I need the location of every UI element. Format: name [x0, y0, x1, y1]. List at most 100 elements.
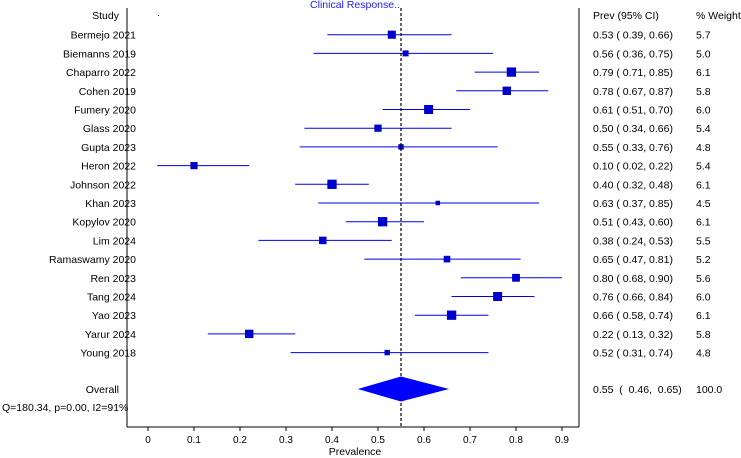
study-label: Young 2018 — [80, 348, 136, 360]
weight-text: 6.0 — [696, 105, 711, 117]
study-label: Ren 2023 — [90, 273, 136, 285]
ci-text: 0.53 ( 0.39, 0.66) — [593, 30, 673, 42]
weight-text: 6.1 — [696, 67, 711, 79]
heterogeneity-text: Q=180.34, p=0.00, I2=91% — [2, 402, 128, 414]
ci-text: 0.55 ( 0.33, 0.76) — [593, 142, 673, 154]
study-label: Fumery 2020 — [74, 105, 136, 117]
weight-text: 5.0 — [696, 48, 711, 60]
point-estimate-marker — [319, 236, 327, 245]
study-markers — [190, 30, 520, 356]
ci-text: 0.80 ( 0.68, 0.90) — [593, 273, 673, 285]
weight-text: 5.7 — [696, 30, 711, 42]
chart-title: Clinical Response.. — [310, 0, 400, 11]
weight-text: 6.1 — [696, 310, 711, 322]
overall-weight-text: 100.0 — [696, 384, 722, 396]
point-estimate-marker — [377, 217, 388, 227]
ci-text: 0.40 ( 0.32, 0.48) — [593, 179, 673, 191]
study-label: Kopylov 2020 — [72, 217, 136, 229]
study-labels: Bermejo 2021 Biemanns 2019 Chaparro 2022 Co… — [49, 30, 136, 360]
study-label: Yarur 2024 — [85, 329, 136, 341]
ci-text: 0.52 ( 0.31, 0.74) — [593, 348, 673, 360]
study-label: Gupta 2023 — [81, 142, 136, 154]
x-tick-label: 0.3 — [279, 435, 293, 446]
weight-text: 5.2 — [696, 254, 711, 266]
ci-texts: 0.53 ( 0.39, 0.66) 0.56 ( 0.36, 0.75) 0.79… — [593, 30, 673, 360]
ci-text: 0.51 ( 0.43, 0.60) — [593, 217, 673, 229]
point-estimate-marker — [374, 124, 382, 132]
point-estimate-marker — [493, 292, 503, 301]
ci-text: 0.66 ( 0.58, 0.74) — [593, 310, 673, 322]
point-estimate-marker — [424, 105, 434, 114]
study-label: Glass 2020 — [83, 123, 136, 135]
point-estimate-marker — [502, 86, 511, 95]
ci-text: 0.56 ( 0.36, 0.75) — [593, 48, 673, 60]
weight-text: 5.6 — [696, 273, 711, 285]
weight-texts: 5.7 5.0 6.1 5.8 6.0 5.4 4.8 5.4 6.1 4.5 6.1 5.5 5.2 5… — [696, 30, 711, 360]
study-label: Cohen 2019 — [79, 86, 136, 98]
study-label: Johnson 2022 — [70, 179, 136, 191]
weight-text: 5.8 — [696, 329, 711, 341]
weight-text: 4.8 — [696, 348, 711, 360]
x-tick-label: 0.1 — [187, 435, 201, 446]
study-label: Heron 2022 — [81, 161, 136, 173]
point-estimate-marker — [384, 349, 390, 356]
point-estimate-marker — [245, 329, 254, 339]
point-estimate-marker — [435, 200, 441, 206]
x-tick-label: 0.4 — [325, 435, 339, 446]
x-axis-label: Prevalence — [329, 446, 382, 458]
ci-text: 0.79 ( 0.71, 0.85) — [593, 67, 673, 79]
weight-text: 4.8 — [696, 142, 711, 154]
study-label: Lim 2024 — [93, 235, 136, 247]
ci-text: 0.22 ( 0.13, 0.32) — [593, 329, 673, 341]
x-axis: 0 0.1 0.2 0.3 0.4 0.5 0.6 0.7 0.8 0.9 — [127, 426, 579, 446]
point-estimate-marker — [398, 144, 404, 150]
ci-header: Prev (95% CI) — [593, 10, 659, 22]
weight-text: 5.8 — [696, 86, 711, 98]
point-estimate-marker — [402, 50, 409, 57]
x-tick-label: 0.5 — [371, 435, 385, 446]
x-tick-label: 0.9 — [555, 435, 569, 446]
tiny-dot-marker — [158, 15, 159, 16]
ci-text: 0.65 ( 0.47, 0.81) — [593, 254, 673, 266]
point-estimate-marker — [190, 162, 198, 170]
weight-text: 5.4 — [696, 161, 711, 173]
study-label: Chaparro 2022 — [66, 67, 136, 79]
ci-text: 0.78 ( 0.67, 0.87) — [593, 86, 673, 98]
study-label: Biemanns 2019 — [63, 48, 136, 60]
x-tick-label: 0.7 — [463, 435, 477, 446]
confidence-intervals — [157, 34, 562, 354]
ci-text: 0.61 ( 0.51, 0.70) — [593, 105, 673, 117]
study-label: Khan 2023 — [85, 198, 136, 210]
x-tick-label: 0.2 — [233, 435, 247, 446]
study-label: Bermejo 2021 — [71, 30, 137, 42]
study-header: Study — [92, 10, 120, 22]
ci-text: 0.50 ( 0.34, 0.66) — [593, 123, 673, 135]
study-label: Yao 2023 — [92, 310, 136, 322]
weight-text: 6.1 — [696, 217, 711, 229]
overall-ci-text: 0.55 ( 0.46, 0.65) — [593, 384, 682, 396]
weight-text: 6.1 — [696, 179, 711, 191]
overall-label: Overall — [86, 384, 119, 396]
weight-text: 4.5 — [696, 198, 711, 210]
point-estimate-marker — [506, 67, 517, 77]
column-headers: Study Prev (95% CI) % Weight — [92, 10, 741, 22]
point-estimate-marker — [512, 273, 520, 282]
x-tick-label: 0 — [145, 435, 151, 446]
point-estimate-marker — [446, 310, 457, 320]
ci-text: 0.10 ( 0.02, 0.22) — [593, 161, 673, 173]
weight-text: 5.4 — [696, 123, 711, 135]
x-tick-label: 0.6 — [417, 435, 431, 446]
ci-text: 0.63 ( 0.37, 0.85) — [593, 198, 673, 210]
point-estimate-marker — [443, 255, 451, 263]
study-label: Tang 2024 — [87, 292, 136, 304]
ci-text: 0.76 ( 0.66, 0.84) — [593, 292, 673, 304]
point-estimate-marker — [327, 179, 337, 189]
x-tick-label: 0.8 — [509, 435, 523, 446]
point-estimate-marker — [387, 30, 396, 39]
weight-text: 6.0 — [696, 292, 711, 304]
weight-text: 5.5 — [696, 235, 711, 247]
weight-header: % Weight — [696, 10, 741, 22]
overall-diamond — [357, 376, 449, 402]
study-label: Ramaswamy 2020 — [49, 254, 136, 266]
